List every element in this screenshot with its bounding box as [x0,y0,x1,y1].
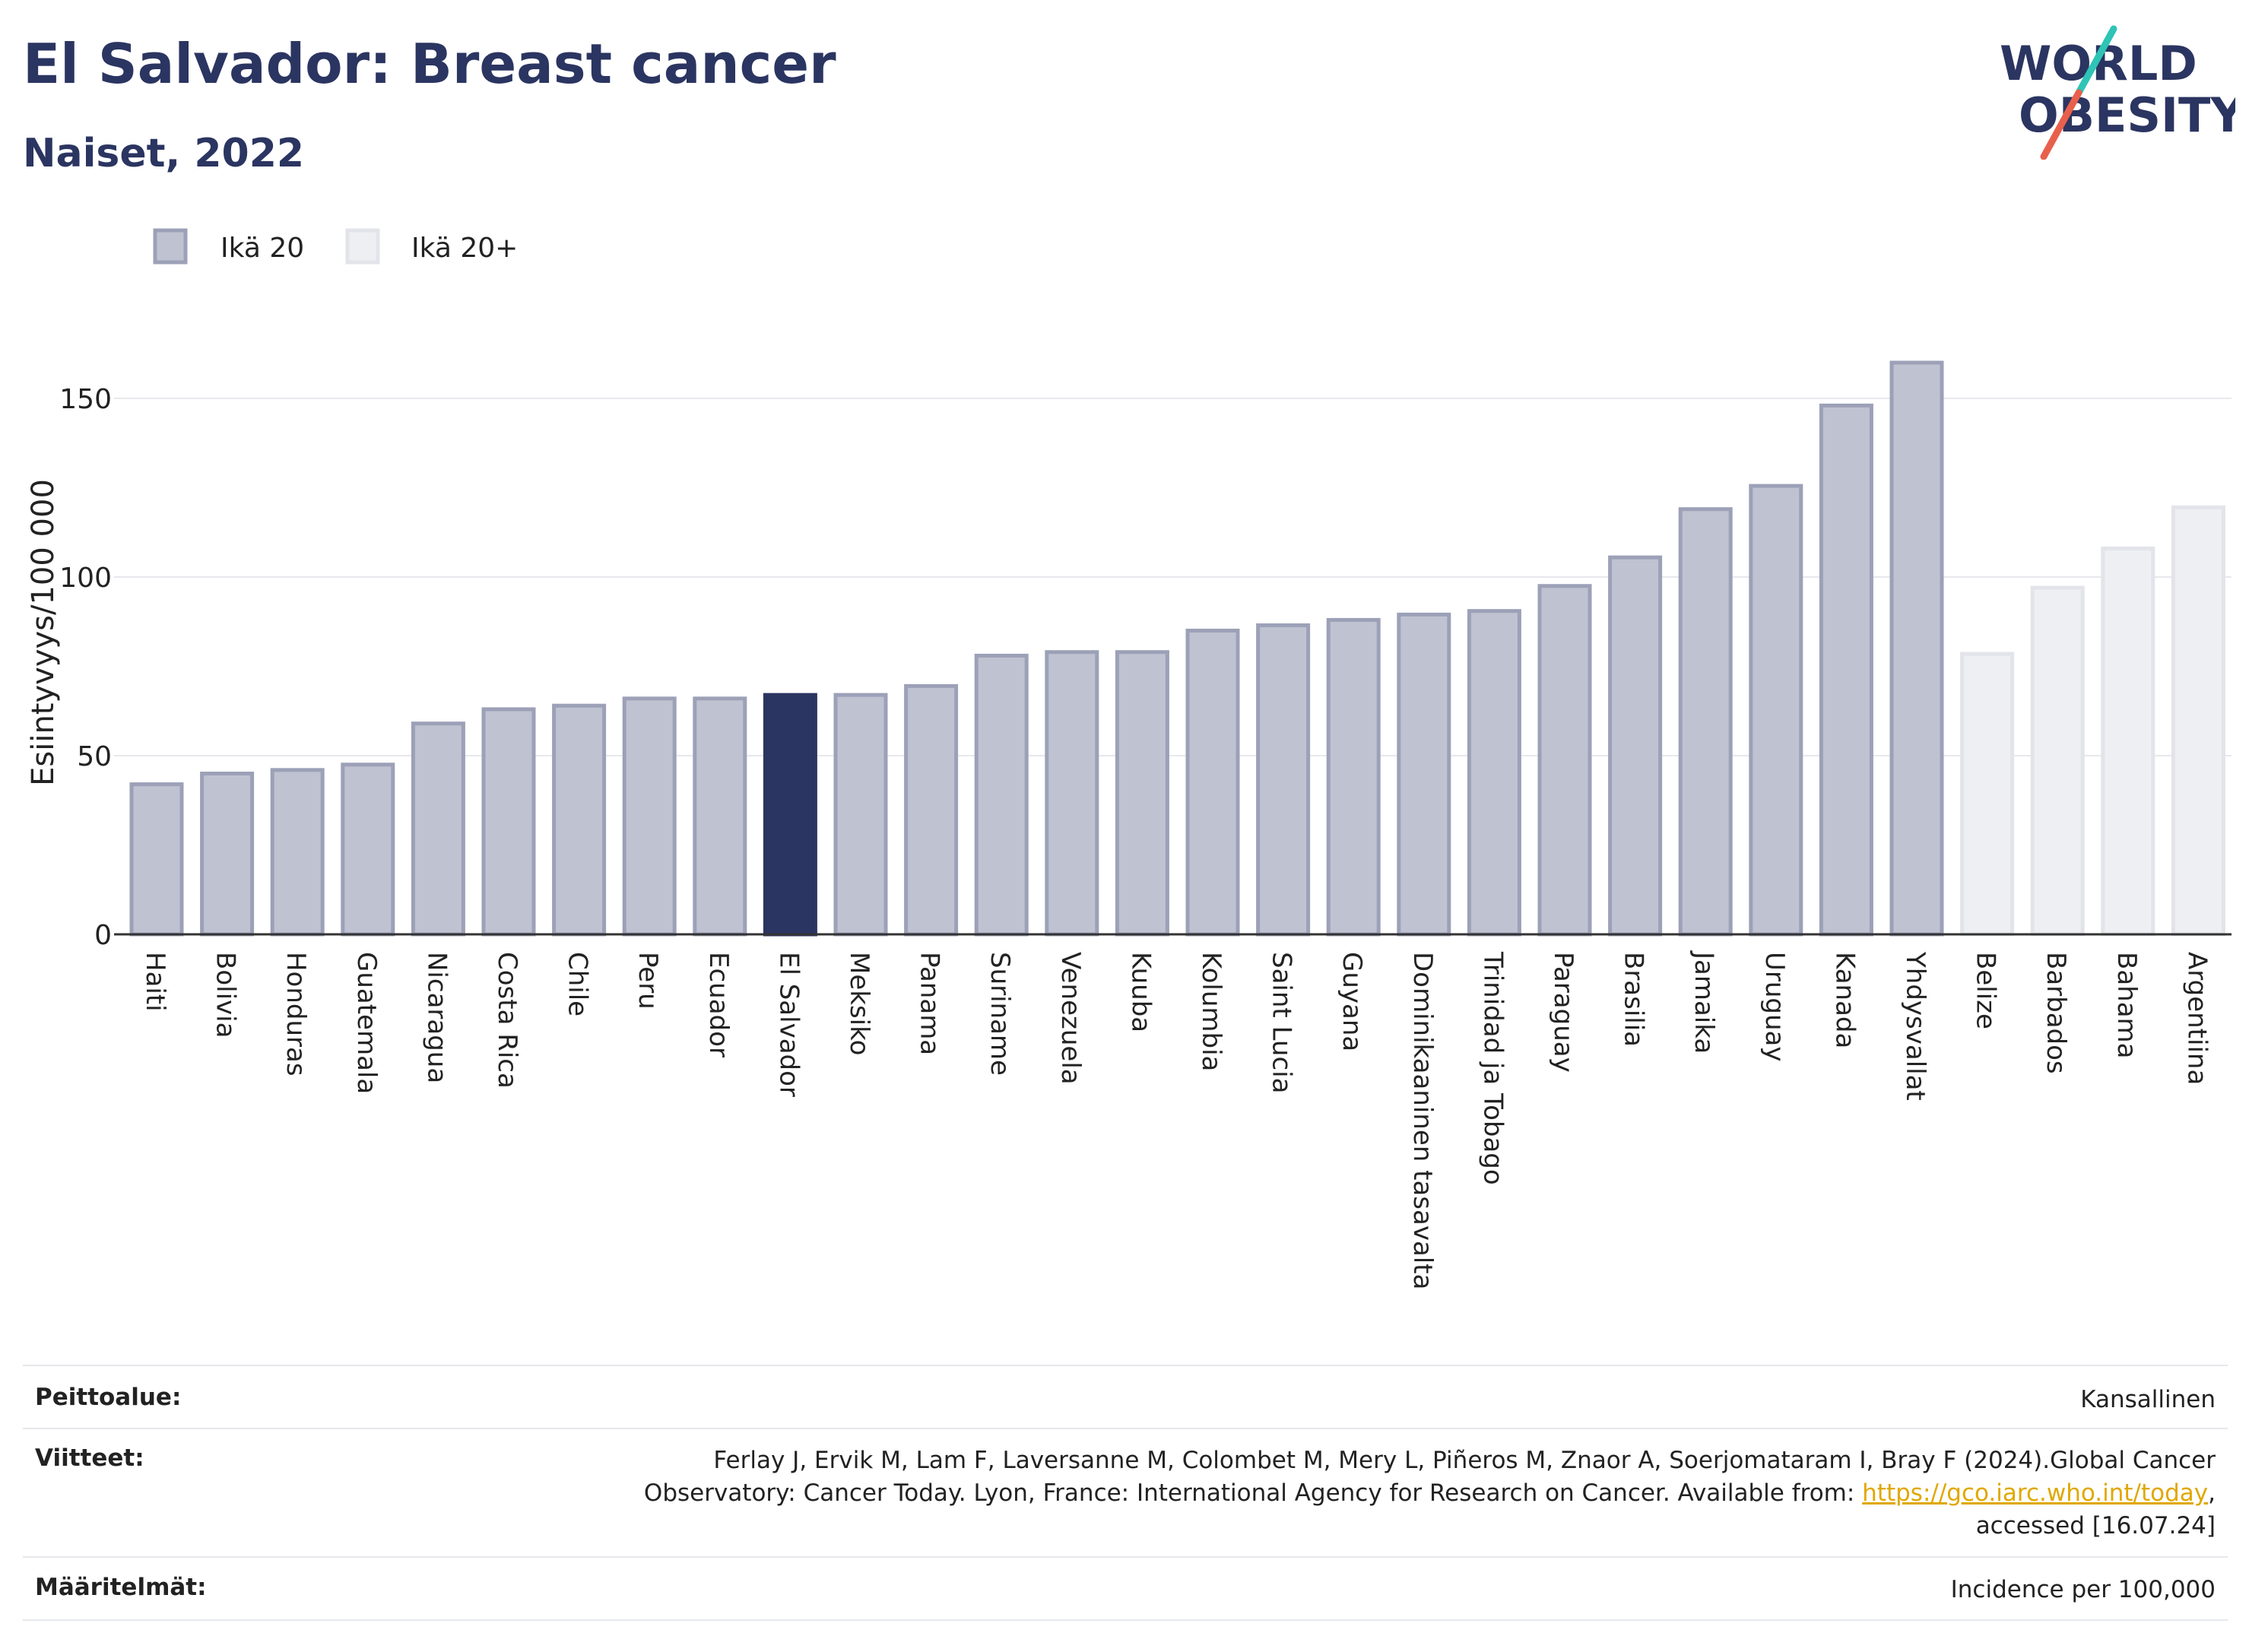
x-tick-label: Kolumbia [1196,952,1226,1071]
chart-legend: Ikä 20 Ikä 20+ [153,228,518,265]
bar-kuuba [1115,650,1169,937]
bar-meksiko [833,693,888,937]
bar-bolivia [200,772,255,937]
x-tick-label: Belize [1971,952,2001,1029]
x-tick-label: Honduras [281,952,311,1076]
logo-slash-red [2040,89,2082,160]
legend-label-age20: Ikä 20 [220,233,304,264]
x-tick-label: Uruguay [1759,952,1790,1062]
x-tick-label: Ecuador [703,952,734,1057]
bar-nicaragua [411,721,465,937]
bar-guatemala [341,763,395,937]
y-tick-label: 100 [59,563,112,594]
bar-yhdysvallat [1889,360,1944,937]
y-axis-label: Esiintyvyys/100 000 [26,479,61,786]
footer-references-row: Viitteet: Ferlay J, Ervik M, Lam F, Lave… [23,1444,2228,1551]
axes: 0 50 100 150 Haiti Bolivia Honduras Guatemala Ni… [59,384,2232,1289]
y-tick-label: 50 [77,741,112,772]
x-tick-label: Bolivia [211,952,241,1038]
coverage-value: Kansallinen [2080,1386,2216,1413]
bar-jamaika [1678,507,1733,937]
x-tick-label: Kanada [1829,952,1860,1048]
x-tick-label: Jamaika [1689,950,1719,1054]
bar-trinidad-ja-tobago [1467,609,1521,937]
logo-slash-teal [2075,25,2117,97]
references-line1: Ferlay J, Ervik M, Lam F, Laversanne M, … [713,1447,2216,1474]
footer-divider [23,1428,2228,1429]
x-tick-label: Paraguay [1548,952,1578,1073]
x-tick-label: Meksiko [844,952,874,1055]
legend-swatch-age20 [153,228,188,265]
x-tick-label: Panama [915,952,945,1055]
x-tick-label: Peru [633,952,663,1010]
x-tick-label: Brasilia [1619,952,1649,1047]
bar-el-salvador [763,693,817,937]
references-line3: accessed [16.07.24] [1975,1512,2216,1539]
y-tick-label: 0 [94,920,112,951]
bar-kanada [1819,403,1873,937]
bar-guyana [1326,617,1381,937]
bar-venezuela [1045,650,1099,937]
legend-label-age20plus: Ikä 20+ [411,233,518,264]
x-tick-label: Barbados [2041,952,2071,1074]
bar-chart: Ikä 20 Ikä 20+ 0 50 100 150 Haiti Bolivia Hond… [26,228,2232,1289]
x-tick-label: El Salvador [773,952,804,1097]
bar-argentiina [2171,505,2225,937]
bars [129,360,2225,937]
definitions-label: Määritelmät: [35,1574,207,1601]
bar-ecuador [693,696,747,937]
references-line2-suffix: , [2208,1479,2216,1507]
bar-suriname [974,653,1029,937]
x-tick-label: Suriname [985,952,1015,1076]
x-tick-label: Trinidad ja Tobago [1477,951,1508,1185]
references-label: Viitteet: [35,1444,144,1472]
definitions-value: Incidence per 100,000 [1950,1576,2216,1603]
footer-definitions-row: Määritelmät: Incidence per 100,000 [23,1574,2228,1612]
coverage-label: Peittoalue: [35,1384,182,1411]
x-tick-label: Kuuba [1125,952,1156,1032]
bar-peru [622,696,677,937]
bar-brasilia [1608,555,1663,937]
bar-paraguay [1537,584,1592,937]
x-tick-label: Guatemala [351,952,382,1094]
x-tick-label: Costa Rica [492,952,522,1089]
bar-bahama [2101,546,2155,937]
bar-panama [904,683,959,937]
bar-haiti [129,782,184,937]
x-tick-label: Yhdysvallat [1900,951,1930,1101]
x-tick-label: Guyana [1337,952,1367,1051]
references-line2-prefix: Observatory: Cancer Today. Lyon, France:… [643,1479,1863,1507]
bar-kolumbia [1185,629,1240,937]
bar-barbados [2030,585,2085,937]
bar-belize [1960,652,2015,937]
references-value: Ferlay J, Ervik M, Lam F, Laversanne M, … [644,1444,2216,1543]
legend-swatch-age20plus [345,228,380,265]
x-tick-label: Chile [563,952,593,1016]
bar-uruguay [1749,484,1803,937]
x-tick-label: Dominikaaninen tasavalta [1407,952,1438,1289]
footer-coverage-row: Peittoalue: Kansallinen [23,1384,2228,1422]
x-tick-label: Bahama [2111,952,2142,1059]
references-line2: Observatory: Cancer Today. Lyon, France:… [644,1477,2216,1510]
footer-divider [23,1365,2228,1366]
footer-divider [23,1619,2228,1621]
x-tick-label: Nicaragua [421,952,452,1083]
x-tick-label: Argentiina [2181,952,2212,1085]
bar-saint-lucia [1256,623,1311,937]
bar-costa-rica [481,707,536,937]
footer-divider [23,1556,2228,1558]
bar-honduras [270,768,325,937]
bar-chile [552,703,607,937]
y-tick-label: 150 [59,384,112,415]
x-tick-label: Saint Lucia [1267,952,1297,1093]
x-tick-label: Venezuela [1055,952,1086,1085]
gridlines [114,398,2232,756]
references-link[interactable]: https://gco.iarc.who.int/today [1862,1479,2209,1507]
chart-subtitle: Naiset, 2022 [23,131,305,176]
chart-title: El Salvador: Breast cancer [23,32,836,96]
bar-dominikaaninen-tasavalta [1397,612,1451,937]
x-tick-label: Haiti [140,952,170,1012]
world-obesity-logo: WORLD OBESITY [2000,25,2235,160]
